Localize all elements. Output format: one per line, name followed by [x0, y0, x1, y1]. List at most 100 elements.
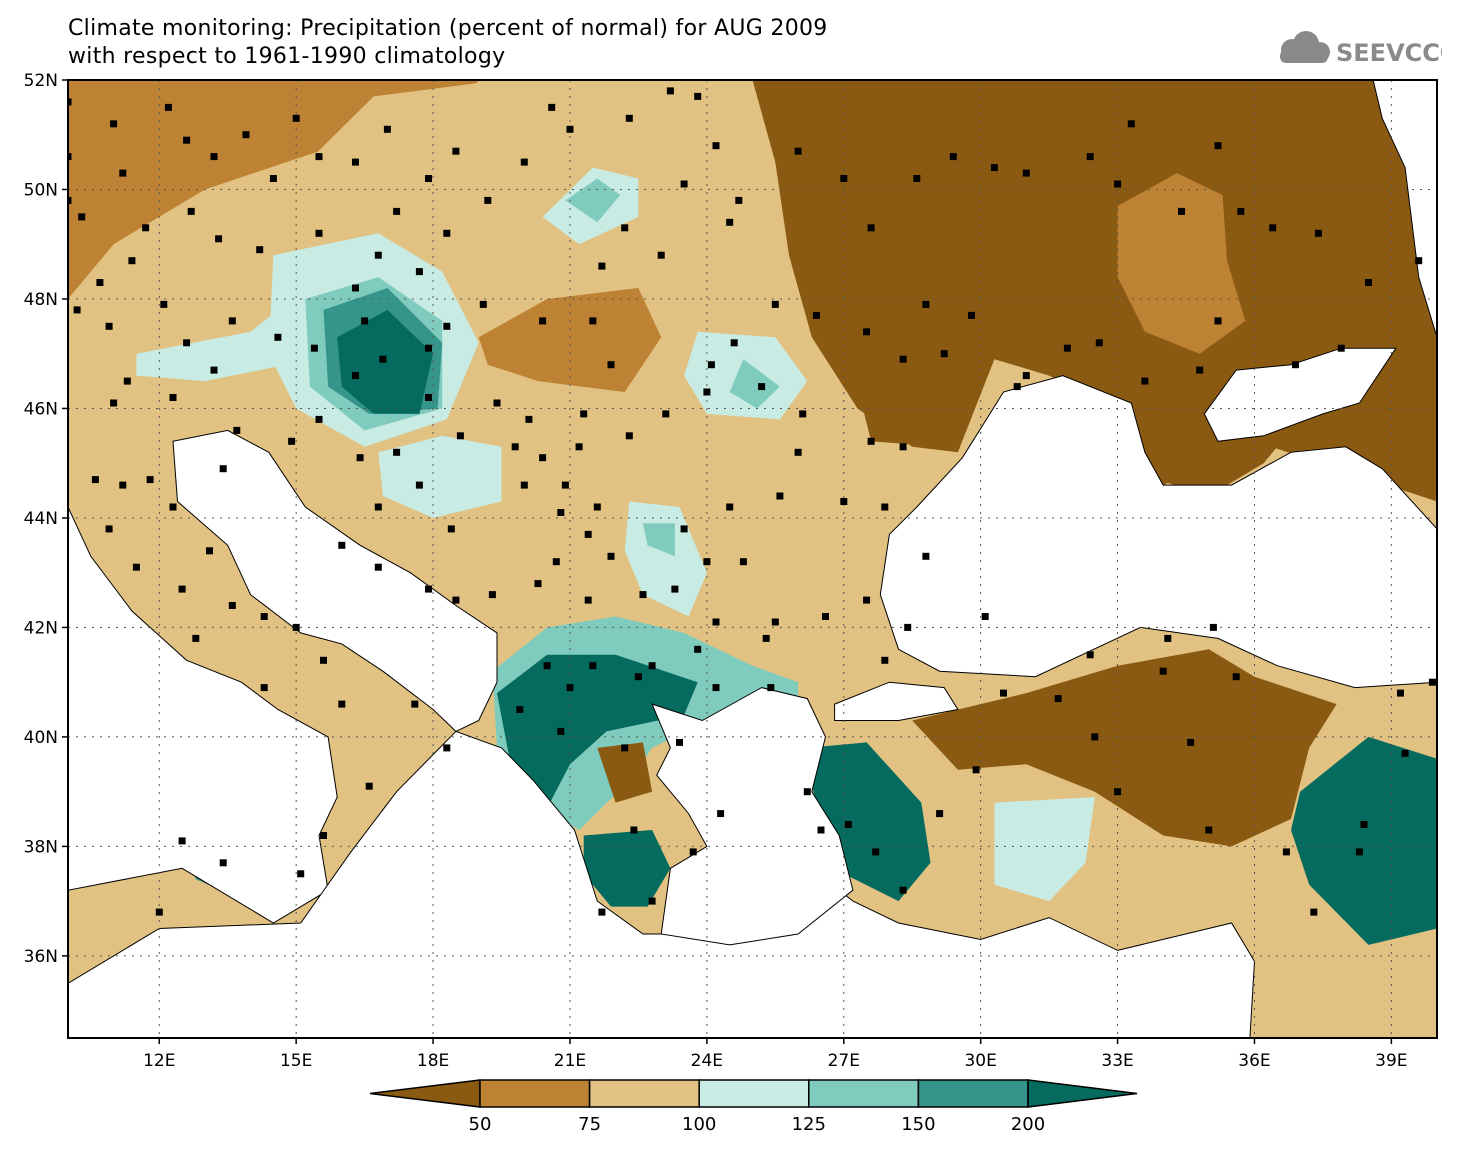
- region-alps-100: [136, 309, 287, 382]
- station-marker: [949, 153, 957, 161]
- station-marker: [671, 585, 679, 593]
- station-marker: [183, 136, 191, 144]
- station-marker: [1063, 344, 1071, 352]
- station-marker: [132, 563, 140, 571]
- station-marker: [1337, 344, 1345, 352]
- station-marker: [1086, 651, 1094, 659]
- station-marker: [256, 246, 264, 254]
- station-marker: [981, 613, 989, 620]
- station-marker: [68, 98, 72, 106]
- station-marker: [425, 585, 432, 593]
- station-marker: [534, 580, 542, 588]
- station-marker: [292, 114, 300, 122]
- station-marker: [374, 503, 382, 511]
- region-ukraine-75: [1117, 173, 1246, 354]
- station-marker: [187, 207, 195, 215]
- station-marker: [625, 114, 633, 122]
- station-marker: [374, 563, 382, 571]
- x-tick-label: 15E: [280, 1051, 312, 1071]
- station-marker: [365, 782, 373, 790]
- station-marker: [110, 399, 118, 407]
- region-bosnia-wet: [378, 435, 502, 518]
- region-moldova-dry: [857, 342, 958, 447]
- station-marker: [142, 224, 150, 232]
- station-marker: [936, 810, 944, 818]
- colorbar-segment: [917, 1079, 1029, 1108]
- station-marker: [456, 432, 464, 440]
- station-marker: [648, 662, 656, 670]
- sea-tyrrhenian: [68, 506, 338, 924]
- station-marker: [1127, 120, 1135, 128]
- station-marker: [123, 377, 131, 385]
- station-marker: [840, 498, 848, 505]
- station-marker: [169, 503, 177, 511]
- y-tick-label: 42N: [24, 618, 58, 638]
- station-marker: [607, 552, 615, 560]
- region-northwest-100: [296, 80, 593, 234]
- station-marker: [443, 744, 451, 752]
- station-marker: [1292, 361, 1299, 369]
- station-marker: [598, 908, 606, 916]
- x-tick-label: 39E: [1375, 1051, 1407, 1071]
- station-marker: [881, 503, 889, 511]
- station-marker: [374, 251, 382, 259]
- station-marker: [634, 673, 642, 681]
- station-marker: [812, 311, 820, 319]
- station-marker: [735, 196, 743, 204]
- colorbar-low-triangle: [369, 1079, 481, 1108]
- station-marker: [210, 366, 218, 374]
- y-tick-label: 52N: [24, 71, 58, 91]
- station-marker: [899, 355, 907, 363]
- station-marker: [1091, 733, 1099, 741]
- sea-marmara: [834, 681, 959, 721]
- region-crimea-land: [1135, 403, 1278, 496]
- region-serbia-wet-core: [643, 523, 675, 557]
- station-marker: [511, 443, 519, 451]
- station-marker: [990, 164, 998, 172]
- station-marker: [758, 383, 766, 391]
- station-marker: [799, 410, 807, 418]
- station-marker: [1428, 678, 1436, 686]
- station-marker: [1205, 826, 1213, 834]
- station-marker: [584, 530, 592, 538]
- station-marker: [425, 394, 432, 401]
- station-marker: [712, 142, 720, 150]
- station-marker: [575, 443, 583, 451]
- station-marker: [119, 481, 127, 489]
- plot-frame: [67, 79, 1438, 1039]
- station-marker: [1282, 848, 1290, 856]
- station-marker: [1214, 142, 1222, 150]
- station-marker: [1310, 908, 1318, 916]
- station-marker: [794, 448, 802, 456]
- station-marker: [260, 613, 268, 620]
- station-marker: [762, 634, 770, 642]
- station-marker: [817, 826, 825, 834]
- station-marker: [215, 235, 223, 243]
- station-marker: [662, 410, 670, 418]
- station-marker: [548, 103, 556, 111]
- station-marker: [356, 454, 364, 462]
- station-marker: [164, 103, 172, 111]
- station-marker: [561, 481, 569, 489]
- station-marker: [899, 443, 907, 451]
- station-marker: [1214, 317, 1222, 325]
- station-marker: [863, 328, 871, 336]
- logo-text: SEEVCCC: [1336, 39, 1442, 67]
- station-marker: [940, 350, 948, 358]
- y-tick-label: 44N: [24, 509, 58, 529]
- region-pannonian-75: [478, 288, 662, 392]
- station-marker: [1095, 339, 1103, 347]
- sea-adriatic: [172, 429, 498, 733]
- station-marker: [315, 415, 323, 423]
- station-marker: [680, 180, 688, 188]
- station-marker: [593, 503, 601, 511]
- colorbar-label: 200: [1011, 1114, 1045, 1135]
- station-marker: [639, 591, 647, 599]
- station-marker: [160, 300, 168, 308]
- station-marker: [539, 317, 547, 325]
- station-marker: [146, 476, 154, 484]
- station-marker: [1054, 695, 1062, 703]
- sea-aegean: [651, 687, 854, 946]
- station-marker: [1415, 257, 1423, 265]
- region-peloponnese-wet: [583, 830, 671, 907]
